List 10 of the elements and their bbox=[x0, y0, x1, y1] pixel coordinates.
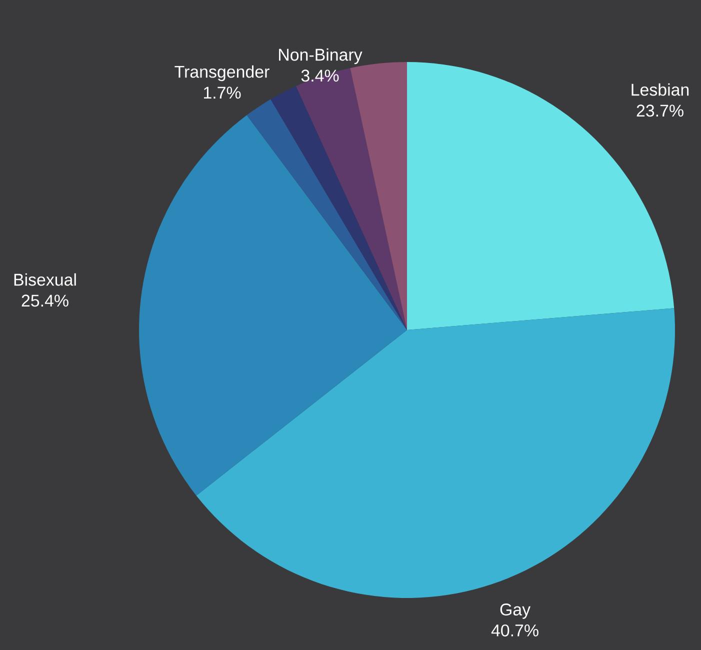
data-label: 3.4% bbox=[301, 70, 339, 82]
slice-label: Non-Binary bbox=[279, 48, 362, 64]
slice-label: Gay bbox=[500, 604, 531, 619]
data-label: 1.7% bbox=[204, 86, 241, 99]
data-label: 40.7% bbox=[491, 624, 538, 636]
slice-label: Transgender bbox=[174, 65, 270, 82]
slice-label: Bisexual bbox=[14, 273, 76, 286]
data-label: 25.4% bbox=[22, 294, 68, 307]
data-label: 23.7% bbox=[636, 104, 684, 117]
slice-label: Lesbian bbox=[632, 83, 689, 96]
